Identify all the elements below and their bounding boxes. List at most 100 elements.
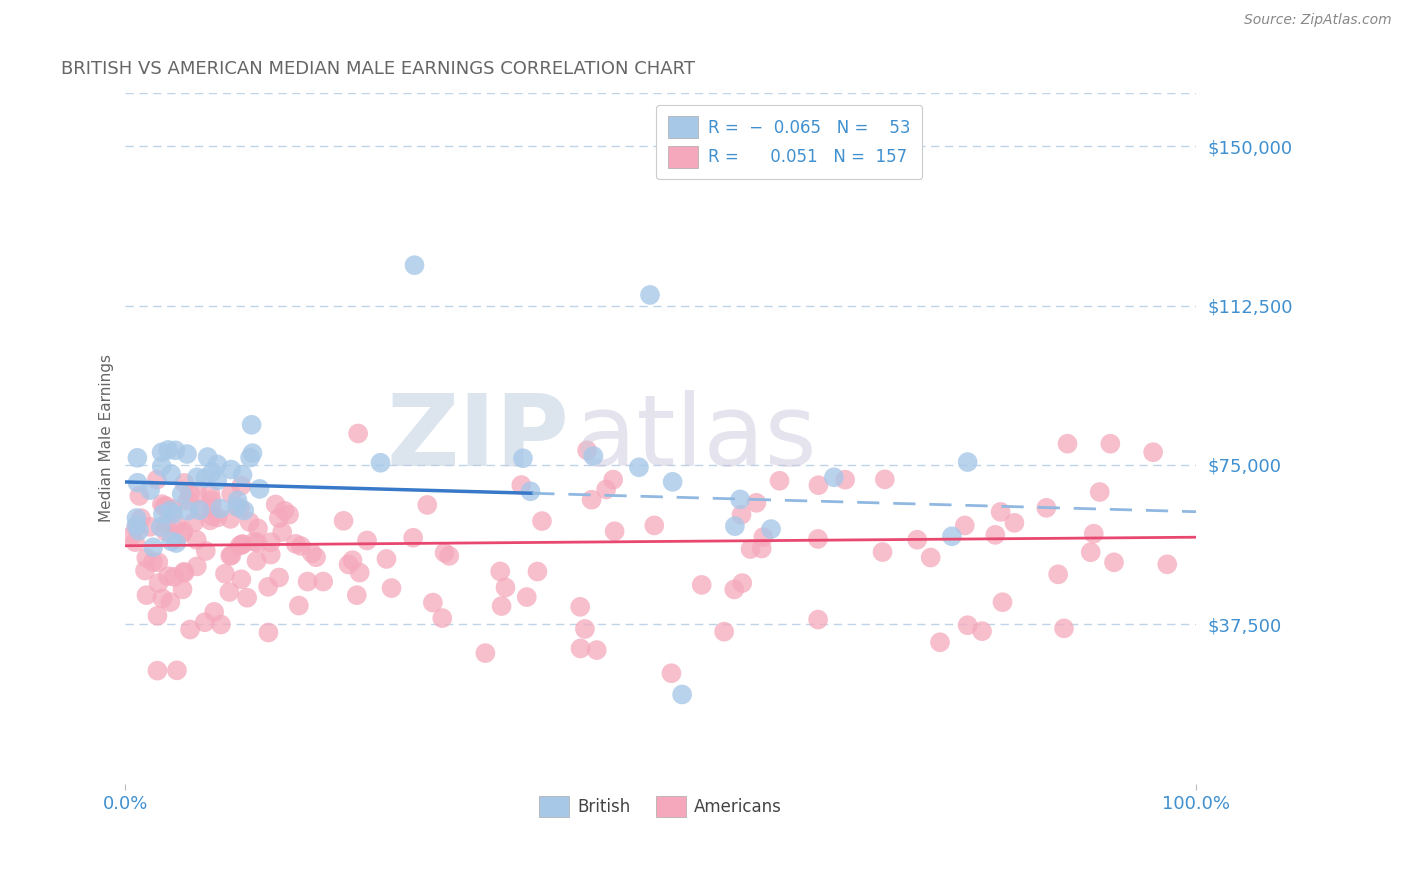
Text: ZIP: ZIP [387, 390, 569, 487]
Point [264, 498, 287, 512]
Point [127, 475, 149, 490]
Point [201, 509, 224, 524]
Point [226, 500, 249, 514]
Point [530, 514, 553, 528]
Point [1099, 436, 1122, 450]
Point [489, 565, 512, 579]
Point [239, 515, 262, 529]
Point [219, 512, 242, 526]
Point [433, 546, 456, 560]
Point [202, 605, 225, 619]
Point [627, 460, 650, 475]
Point [1035, 500, 1057, 515]
Point [574, 622, 596, 636]
Point [183, 516, 205, 530]
Point [723, 582, 745, 597]
Point [643, 518, 665, 533]
Point [127, 450, 149, 465]
Point [1056, 436, 1078, 450]
Point [205, 474, 228, 488]
Point [257, 625, 280, 640]
Point [207, 458, 229, 472]
Point [929, 635, 952, 649]
Point [439, 549, 461, 563]
Point [284, 537, 307, 551]
Point [690, 578, 713, 592]
Point [236, 591, 259, 605]
Point [713, 624, 735, 639]
Point [146, 473, 169, 487]
Point [249, 482, 271, 496]
Point [240, 417, 263, 432]
Point [267, 570, 290, 584]
Point [873, 472, 896, 486]
Point [768, 474, 790, 488]
Point [731, 576, 754, 591]
Point [209, 617, 232, 632]
Point [155, 499, 177, 513]
Point [984, 528, 1007, 542]
Point [512, 451, 534, 466]
Point [432, 611, 454, 625]
Point [231, 479, 253, 493]
Point [165, 443, 187, 458]
Point [197, 450, 219, 464]
Point [1083, 526, 1105, 541]
Point [201, 493, 224, 508]
Point [920, 550, 942, 565]
Point [219, 549, 242, 563]
Point [142, 541, 165, 555]
Point [120, 529, 142, 543]
Point [752, 530, 775, 544]
Point [155, 516, 177, 531]
Point [290, 539, 312, 553]
Point [375, 552, 398, 566]
Point [278, 508, 301, 522]
Point [260, 535, 283, 549]
Point [200, 486, 222, 500]
Point [569, 599, 592, 614]
Point [349, 566, 371, 580]
Point [516, 590, 538, 604]
Point [834, 473, 856, 487]
Point [159, 595, 181, 609]
Point [128, 524, 150, 538]
Point [173, 475, 195, 490]
Point [807, 613, 830, 627]
Point [1080, 545, 1102, 559]
Point [172, 526, 194, 541]
Point [581, 492, 603, 507]
Point [491, 599, 513, 613]
Point [956, 618, 979, 632]
Point [823, 470, 845, 484]
Point [745, 496, 768, 510]
Point [179, 486, 201, 500]
Point [519, 484, 541, 499]
Point [1156, 558, 1178, 572]
Point [139, 483, 162, 497]
Point [312, 574, 335, 589]
Point [188, 503, 211, 517]
Point [219, 487, 242, 501]
Point [135, 550, 157, 565]
Point [231, 572, 253, 586]
Point [595, 483, 617, 497]
Point [170, 487, 193, 501]
Point [526, 565, 548, 579]
Text: BRITISH VS AMERICAN MEDIAN MALE EARNINGS CORRELATION CHART: BRITISH VS AMERICAN MEDIAN MALE EARNINGS… [62, 60, 695, 78]
Point [273, 504, 295, 518]
Point [905, 533, 928, 547]
Point [229, 500, 252, 515]
Point [807, 532, 830, 546]
Point [209, 501, 232, 516]
Point [159, 503, 181, 517]
Point [198, 513, 221, 527]
Point [146, 664, 169, 678]
Point [186, 486, 208, 500]
Point [165, 517, 187, 532]
Point [231, 538, 253, 552]
Point [186, 559, 208, 574]
Point [301, 546, 323, 560]
Point [176, 447, 198, 461]
Point [149, 520, 172, 534]
